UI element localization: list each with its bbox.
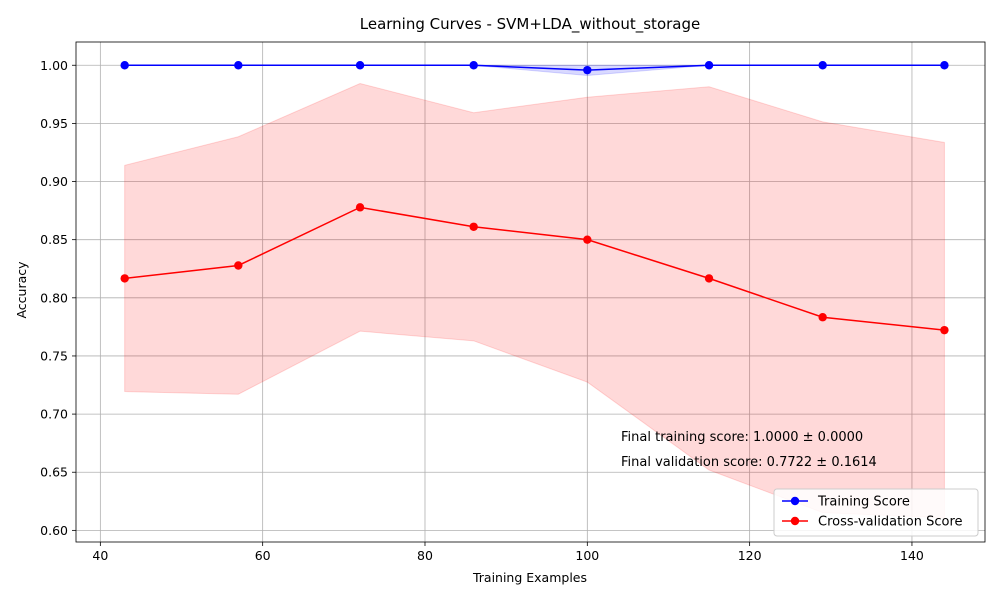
legend-entry-label: Training Score: [817, 495, 910, 510]
chart-title: Learning Curves - SVM+LDA_without_storag…: [360, 15, 700, 34]
legend-box: [773, 488, 979, 537]
series-0-point: [120, 61, 129, 70]
y-tick-label: 0.80: [40, 290, 68, 305]
x-tick-label: 60: [255, 548, 271, 563]
series-0-point: [234, 61, 243, 70]
series-1-point: [940, 325, 949, 335]
series-0-point: [469, 61, 478, 70]
axis-ticks: 40 60 80 100 120 140 0.60 0.65 0.70 0.75 0.80 0.85 0…: [40, 58, 924, 563]
y-tick-label: 0.70: [40, 407, 68, 422]
y-tick-label: 0.85: [40, 232, 68, 247]
series-0-line: [124, 64, 945, 71]
x-tick-label: 120: [738, 548, 762, 563]
y-tick-label: 0.60: [40, 523, 68, 538]
legend-swatch-marker: [790, 516, 800, 526]
series-0-point: [355, 61, 365, 70]
series-1-point: [120, 274, 129, 283]
axes-frame: [75, 41, 986, 543]
legend-entry-label: Cross-validation Score: [818, 515, 963, 530]
final-training-score-annotation: Final training score: 1.0000 ± 0.0000: [621, 430, 863, 445]
x-tick-label: 80: [417, 548, 433, 563]
series-1-point: [355, 203, 365, 212]
plot-frame: [75, 41, 986, 543]
grid-lines: [76, 42, 985, 542]
series-0-point: [583, 65, 592, 75]
y-tick-label: 1.00: [40, 58, 68, 73]
legend-swatch-marker: [790, 496, 800, 506]
series-points: [120, 61, 949, 335]
series-1-confidence-band: [124, 82, 945, 519]
legend: Training Score Cross-validation Score: [773, 488, 979, 537]
x-axis-label: Training Examples: [472, 570, 587, 585]
confidence-bands: [124, 64, 945, 519]
series-1-line: [124, 206, 945, 331]
series-1-point: [583, 235, 592, 244]
y-axis-label: Accuracy: [14, 261, 29, 319]
series-lines: [124, 64, 945, 331]
series-1-point: [234, 261, 243, 270]
x-tick-label: 100: [575, 548, 599, 563]
y-tick-label: 0.90: [40, 174, 68, 189]
x-tick-label: 140: [900, 548, 924, 563]
y-tick-label: 0.95: [40, 116, 68, 131]
y-tick-label: 0.65: [40, 465, 68, 480]
series-0-point: [940, 61, 949, 70]
x-tick-label: 40: [92, 548, 108, 563]
series-1-point: [469, 222, 478, 231]
series-1-point: [818, 313, 827, 322]
series-1-point: [704, 274, 714, 283]
series-0-point: [818, 61, 827, 70]
series-0-point: [704, 61, 714, 70]
final-validation-score-annotation: Final validation score: 0.7722 ± 0.1614: [621, 455, 877, 470]
y-tick-label: 0.75: [40, 348, 68, 363]
